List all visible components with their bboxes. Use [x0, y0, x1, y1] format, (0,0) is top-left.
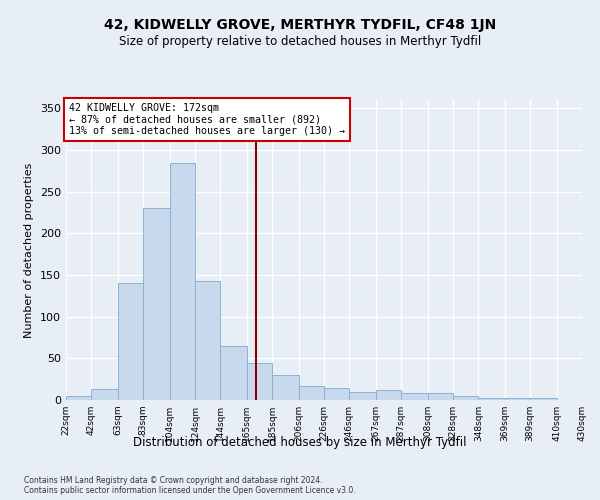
Bar — [530, 398, 557, 400]
Text: 42, KIDWELLY GROVE, MERTHYR TYDFIL, CF48 1JN: 42, KIDWELLY GROVE, MERTHYR TYDFIL, CF48… — [104, 18, 496, 32]
Bar — [299, 386, 324, 400]
Bar — [247, 362, 272, 400]
Bar — [349, 392, 376, 400]
Text: Distribution of detached houses by size in Merthyr Tydfil: Distribution of detached houses by size … — [133, 436, 467, 449]
Bar — [324, 388, 349, 400]
Bar — [428, 394, 453, 400]
Bar — [272, 375, 299, 400]
Bar — [143, 208, 170, 400]
Bar — [91, 389, 118, 400]
Bar — [478, 398, 505, 400]
Bar — [118, 284, 143, 400]
Bar — [220, 346, 247, 400]
Bar — [505, 398, 530, 400]
Text: 42 KIDWELLY GROVE: 172sqm
← 87% of detached houses are smaller (892)
13% of semi: 42 KIDWELLY GROVE: 172sqm ← 87% of detac… — [68, 103, 344, 136]
Bar — [376, 390, 401, 400]
Text: Contains HM Land Registry data © Crown copyright and database right 2024.
Contai: Contains HM Land Registry data © Crown c… — [24, 476, 356, 495]
Bar — [401, 394, 428, 400]
Text: Size of property relative to detached houses in Merthyr Tydfil: Size of property relative to detached ho… — [119, 35, 481, 48]
Bar — [66, 396, 91, 400]
Y-axis label: Number of detached properties: Number of detached properties — [25, 162, 34, 338]
Bar — [170, 162, 195, 400]
Bar — [195, 281, 220, 400]
Bar — [453, 396, 478, 400]
Bar — [582, 399, 600, 400]
